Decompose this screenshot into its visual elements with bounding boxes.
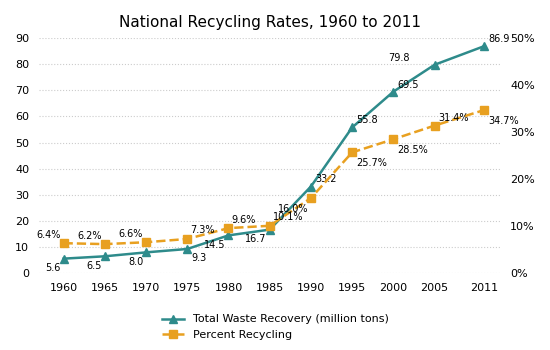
Percent Recycling bbox=[60, 241, 67, 245]
Total Waste Recovery (million tons) bbox=[390, 90, 397, 94]
Percent Recycling bbox=[481, 108, 487, 112]
Total Waste Recovery (million tons) bbox=[184, 247, 190, 251]
Text: 14.5: 14.5 bbox=[204, 240, 226, 250]
Title: National Recycling Rates, 1960 to 2011: National Recycling Rates, 1960 to 2011 bbox=[119, 15, 421, 30]
Total Waste Recovery (million tons) bbox=[225, 233, 232, 238]
Total Waste Recovery (million tons) bbox=[431, 63, 438, 67]
Text: 5.6: 5.6 bbox=[46, 263, 61, 273]
Text: 9.3: 9.3 bbox=[191, 253, 207, 264]
Text: 9.6%: 9.6% bbox=[231, 215, 256, 225]
Total Waste Recovery (million tons) bbox=[307, 184, 314, 189]
Percent Recycling bbox=[266, 224, 273, 228]
Text: 6.5: 6.5 bbox=[87, 261, 102, 271]
Text: 28.5%: 28.5% bbox=[398, 145, 428, 155]
Text: 8.0: 8.0 bbox=[128, 257, 143, 267]
Percent Recycling bbox=[184, 237, 190, 241]
Total Waste Recovery (million tons) bbox=[349, 125, 355, 130]
Percent Recycling bbox=[349, 150, 355, 154]
Percent Recycling bbox=[390, 137, 397, 141]
Text: 55.8: 55.8 bbox=[356, 115, 378, 125]
Text: 7.3%: 7.3% bbox=[190, 225, 214, 236]
Text: 16.0%: 16.0% bbox=[278, 204, 308, 214]
Text: 6.2%: 6.2% bbox=[78, 231, 102, 240]
Text: 33.2: 33.2 bbox=[315, 174, 337, 184]
Percent Recycling bbox=[431, 124, 438, 128]
Percent Recycling bbox=[225, 226, 232, 230]
Total Waste Recovery (million tons) bbox=[266, 228, 273, 232]
Legend: Total Waste Recovery (million tons), Percent Recycling: Total Waste Recovery (million tons), Per… bbox=[157, 310, 393, 344]
Line: Percent Recycling: Percent Recycling bbox=[59, 106, 488, 248]
Total Waste Recovery (million tons) bbox=[481, 44, 487, 48]
Text: 6.6%: 6.6% bbox=[119, 229, 143, 239]
Line: Total Waste Recovery (million tons): Total Waste Recovery (million tons) bbox=[59, 42, 488, 263]
Percent Recycling bbox=[142, 240, 149, 244]
Text: 31.4%: 31.4% bbox=[439, 113, 469, 124]
Percent Recycling bbox=[102, 242, 108, 246]
Text: 25.7%: 25.7% bbox=[356, 158, 387, 168]
Text: 34.7%: 34.7% bbox=[488, 116, 519, 126]
Text: 86.9: 86.9 bbox=[488, 34, 510, 44]
Text: 16.7: 16.7 bbox=[245, 234, 267, 244]
Total Waste Recovery (million tons) bbox=[60, 257, 67, 261]
Percent Recycling bbox=[307, 196, 314, 200]
Total Waste Recovery (million tons) bbox=[102, 254, 108, 258]
Text: 6.4%: 6.4% bbox=[36, 230, 61, 240]
Text: 79.8: 79.8 bbox=[388, 52, 410, 63]
Total Waste Recovery (million tons) bbox=[142, 250, 149, 254]
Text: 10.1%: 10.1% bbox=[272, 212, 303, 222]
Text: 69.5: 69.5 bbox=[398, 79, 419, 90]
